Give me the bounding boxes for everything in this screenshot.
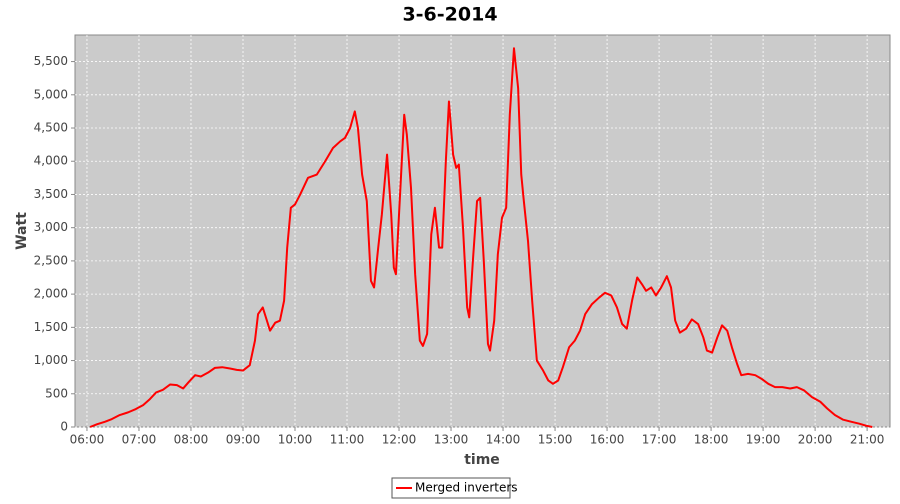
legend-label: Merged inverters: [415, 481, 518, 495]
y-tick-label: 4,500: [34, 121, 68, 135]
x-axis-label: time: [464, 452, 500, 468]
y-tick-label: 2,000: [34, 287, 68, 301]
x-tick-label: 14:00: [486, 433, 521, 447]
x-tick-label: 09:00: [226, 433, 261, 447]
y-tick-label: 4,000: [34, 154, 68, 168]
legend-box: [391, 477, 511, 499]
y-axis-label: Watt: [14, 212, 30, 250]
y-tick-label: 1,000: [34, 353, 68, 367]
x-tick-label: 13:00: [434, 433, 469, 447]
y-tick-label: 5,000: [34, 87, 68, 101]
x-tick-label: 11:00: [330, 433, 365, 447]
x-tick-label: 19:00: [746, 433, 781, 447]
x-tick-label: 10:00: [278, 433, 313, 447]
y-tick-label: 0: [60, 420, 68, 434]
x-tick-label: 15:00: [538, 433, 573, 447]
x-tick-label: 21:00: [850, 433, 885, 447]
x-tick-label: 17:00: [642, 433, 677, 447]
x-tick-label: 06:00: [70, 433, 105, 447]
data-line: [89, 47, 873, 428]
y-tick-label: 5,500: [34, 54, 68, 68]
x-tick-label: 16:00: [590, 433, 625, 447]
x-tick-label: 12:00: [382, 433, 417, 447]
y-tick-label: 2,500: [34, 253, 68, 267]
y-tick-label: 3,500: [34, 187, 68, 201]
x-tick-label: 20:00: [798, 433, 833, 447]
chart-title: 3-6-2014: [402, 4, 497, 26]
y-tick-label: 500: [45, 386, 68, 400]
x-tick-label: 18:00: [694, 433, 729, 447]
x-tick-label: 08:00: [174, 433, 209, 447]
x-tick-label: 07:00: [122, 433, 157, 447]
y-tick-label: 3,000: [34, 220, 68, 234]
y-tick-label: 1,500: [34, 320, 68, 334]
